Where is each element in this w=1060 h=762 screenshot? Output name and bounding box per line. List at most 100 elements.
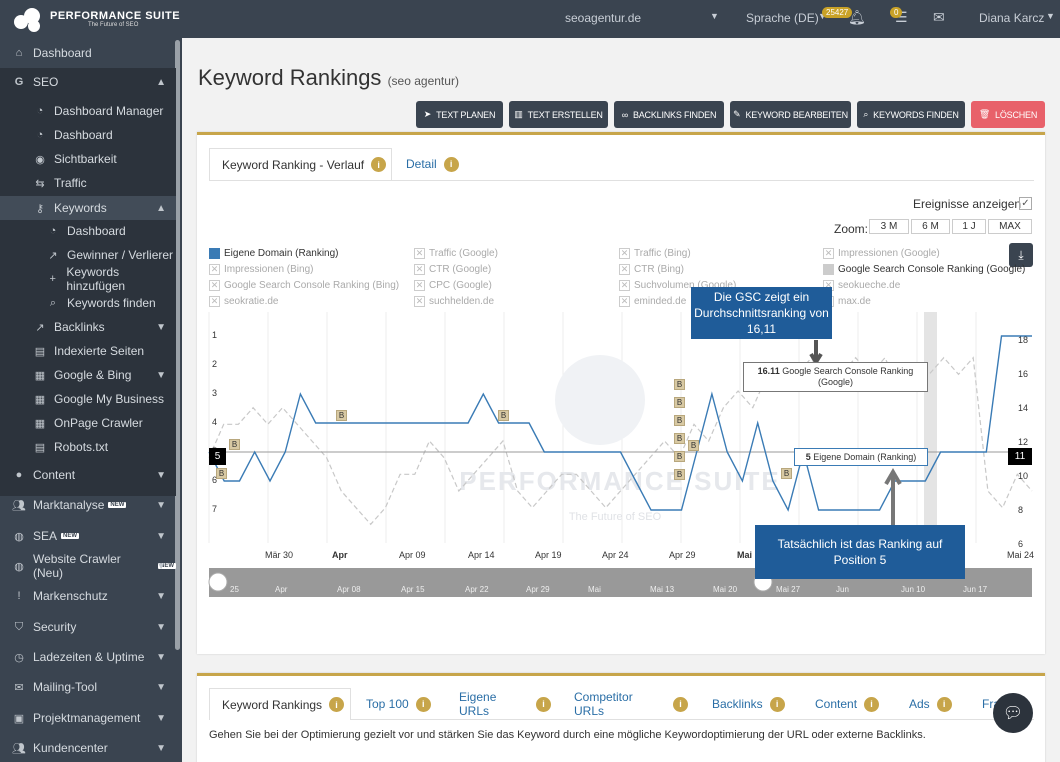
sidebar-item-keywords-add[interactable]: + Keywords hinzufügen: [0, 265, 176, 293]
sidebar-item-seo[interactable]: G SEO ▲: [0, 68, 176, 96]
events-checkbox[interactable]: ✓: [1019, 197, 1032, 210]
tab-detail[interactable]: Detail i: [406, 148, 486, 180]
tab-bottom-6[interactable]: Ads i: [909, 688, 959, 720]
sidebar-item-gmb[interactable]: ▦ Google My Business: [0, 389, 176, 409]
event-marker[interactable]: B: [688, 440, 699, 451]
legend-item[interactable]: ✕ Traffic (Bing): [619, 248, 691, 259]
event-marker[interactable]: B: [781, 468, 792, 479]
info-icon[interactable]: i: [936, 696, 952, 712]
sidebar-item-gewinner[interactable]: ↗ Gewinner / Verlierer: [0, 245, 176, 265]
backlinks-finden-button[interactable]: ∞ BACKLINKS FINDEN: [614, 101, 724, 128]
sidebar-item-robots[interactable]: ▤ Robots.txt: [0, 437, 176, 457]
sidebar-item-security[interactable]: ⛉ Security ▼: [0, 616, 176, 638]
sidebar-scrollbar[interactable]: [175, 40, 180, 650]
legend-item[interactable]: ✕ suchhelden.de: [414, 296, 494, 307]
download-icon[interactable]: ⤓: [1009, 243, 1033, 267]
event-marker[interactable]: B: [674, 397, 685, 408]
sidebar-item-dashboard-manager[interactable]: ◔ Dashboard Manager: [0, 101, 176, 121]
sidebar-item-kundencenter[interactable]: 👥︎ Kundencenter ▼: [0, 737, 176, 759]
text-planen-button[interactable]: ➤ TEXT PLANEN: [416, 101, 503, 128]
sidebar-item-google-bing[interactable]: ▦ Google & Bing ▼: [0, 365, 176, 385]
sidebar-label: Sichtbarkeit: [54, 152, 117, 166]
legend-item[interactable]: ✕ seokratie.de: [209, 296, 278, 307]
sidebar-label: Markenschutz: [33, 589, 108, 603]
legend-item[interactable]: ✕ Suchvolumen (Google): [619, 280, 736, 291]
user-name[interactable]: Diana Karcz: [979, 11, 1045, 25]
legend-item[interactable]: ✕ Traffic (Google): [414, 248, 498, 259]
tab-ranking-verlauf[interactable]: Keyword Ranking - Verlauf i: [209, 148, 392, 180]
info-icon[interactable]: i: [415, 696, 431, 712]
legend-item[interactable]: Eigene Domain (Ranking): [209, 248, 339, 259]
tab-bottom-4[interactable]: Backlinks i: [712, 688, 787, 720]
tab-bottom-2[interactable]: Eigene URLs i: [459, 688, 551, 720]
y-right-tick: 6: [1018, 539, 1024, 549]
sidebar-item-mailing[interactable]: ✉ Mailing-Tool ▼: [0, 676, 176, 698]
actual-callout: Tatsächlich ist das Ranking auf Position…: [755, 525, 965, 579]
sidebar-item-marktanalyse[interactable]: 👥︎ Marktanalyse NEW ▼: [0, 494, 176, 516]
loeschen-button[interactable]: 🗑︎ LÖSCHEN: [971, 101, 1045, 128]
project-select[interactable]: seoagentur.de: [565, 11, 642, 25]
sidebar-item-kw-dashboard[interactable]: ◔ Dashboard: [0, 221, 176, 241]
info-icon[interactable]: i: [673, 696, 688, 712]
sidebar-item-markenschutz[interactable]: ! Markenschutz ▼: [0, 585, 176, 607]
chevron-down-icon[interactable]: ▼: [710, 11, 719, 21]
bell-icon[interactable]: 🔔︎: [848, 9, 866, 25]
legend-item[interactable]: ✕ eminded.de: [619, 296, 686, 307]
logo[interactable]: Performance Suite The Future of SEO: [12, 5, 180, 33]
chat-icon[interactable]: 💬︎: [993, 693, 1033, 733]
envelope-icon[interactable]: ✉: [933, 9, 945, 25]
tab-bottom-1[interactable]: Top 100 i: [366, 688, 436, 720]
language-select[interactable]: Sprache (DE): [746, 11, 819, 25]
event-marker[interactable]: B: [216, 468, 227, 479]
event-marker[interactable]: B: [336, 410, 347, 421]
sidebar-item-ladezeiten[interactable]: ◷ Ladezeiten & Uptime ▼: [0, 646, 176, 668]
zoom-3m-button[interactable]: 3 M: [869, 219, 909, 234]
sidebar-item-sea[interactable]: ◍ SEA NEW ▼: [0, 525, 176, 547]
legend-item[interactable]: ✕ CPC (Google): [414, 280, 492, 291]
legend-item[interactable]: ✕ CTR (Bing): [619, 264, 684, 275]
keywords-finden-button[interactable]: ⌕ KEYWORDS FINDEN: [857, 101, 965, 128]
zoom-6m-button[interactable]: 6 M: [911, 219, 950, 234]
event-marker[interactable]: B: [674, 415, 685, 426]
legend-item[interactable]: ✕ Impressionen (Bing): [209, 264, 313, 275]
zoom-max-button[interactable]: MAX: [988, 219, 1032, 234]
navigator-tick: Apr 22: [465, 585, 489, 594]
sidebar-item-sichtbarkeit[interactable]: ◉ Sichtbarkeit: [0, 149, 176, 169]
legend-item[interactable]: ✕ CTR (Google): [414, 264, 491, 275]
legend-label: CTR (Bing): [634, 264, 685, 275]
event-marker[interactable]: B: [674, 433, 685, 444]
event-marker[interactable]: B: [229, 439, 240, 450]
chevron-down-icon[interactable]: ▼: [1046, 11, 1055, 21]
info-icon[interactable]: i: [536, 696, 551, 712]
tab-bottom-5[interactable]: Content i: [815, 688, 885, 720]
legend-item[interactable]: ✕ Google Search Console Ranking (Bing): [209, 280, 399, 291]
sidebar-item-crawler[interactable]: ◍ Website Crawler (Neu) NEW ▼: [0, 552, 176, 580]
sidebar-item-keywords-find[interactable]: ⌕ Keywords finden: [0, 293, 176, 313]
info-icon[interactable]: i: [443, 156, 459, 172]
legend-item[interactable]: ✕ Impressionen (Google): [823, 248, 940, 259]
sidebar-item-backlinks[interactable]: ↗ Backlinks ▼: [0, 317, 176, 337]
sidebar-item-content[interactable]: ● Content ▼: [0, 464, 176, 486]
info-icon[interactable]: i: [329, 697, 345, 712]
sidebar-item-indexierte[interactable]: ▤ Indexierte Seiten: [0, 341, 176, 361]
sidebar-item-onpage[interactable]: ▦ OnPage Crawler: [0, 413, 176, 433]
legend-item[interactable]: Google Search Console Ranking (Google): [823, 264, 1025, 275]
info-icon[interactable]: i: [371, 157, 387, 172]
sidebar-item-dashboard[interactable]: ⌂ Dashboard: [0, 42, 176, 64]
event-marker[interactable]: B: [498, 410, 509, 421]
tab-bottom-0[interactable]: Keyword Rankings i: [209, 688, 351, 720]
info-icon[interactable]: i: [864, 696, 880, 712]
info-icon[interactable]: i: [769, 696, 785, 712]
keyword-bearbeiten-button[interactable]: ✎ KEYWORD BEARBEITEN: [730, 101, 851, 128]
sidebar-item-traffic[interactable]: ⇆ Traffic: [0, 173, 176, 193]
event-marker[interactable]: B: [674, 469, 685, 480]
sidebar-item-seo-dashboard[interactable]: ◔ Dashboard: [0, 125, 176, 145]
sidebar-item-projektmanagement[interactable]: ▣ Projektmanagement ▼: [0, 707, 176, 729]
sidebar-item-keywords[interactable]: ⚷ Keywords ▲: [0, 196, 176, 220]
zoom-1j-button[interactable]: 1 J: [952, 219, 986, 234]
event-marker[interactable]: B: [674, 451, 685, 462]
text-erstellen-button[interactable]: ▥ TEXT ERSTELLEN: [509, 101, 608, 128]
event-marker[interactable]: B: [674, 379, 685, 390]
sidebar-label: Security: [33, 620, 77, 634]
tab-bottom-3[interactable]: Competitor URLs i: [574, 688, 688, 720]
